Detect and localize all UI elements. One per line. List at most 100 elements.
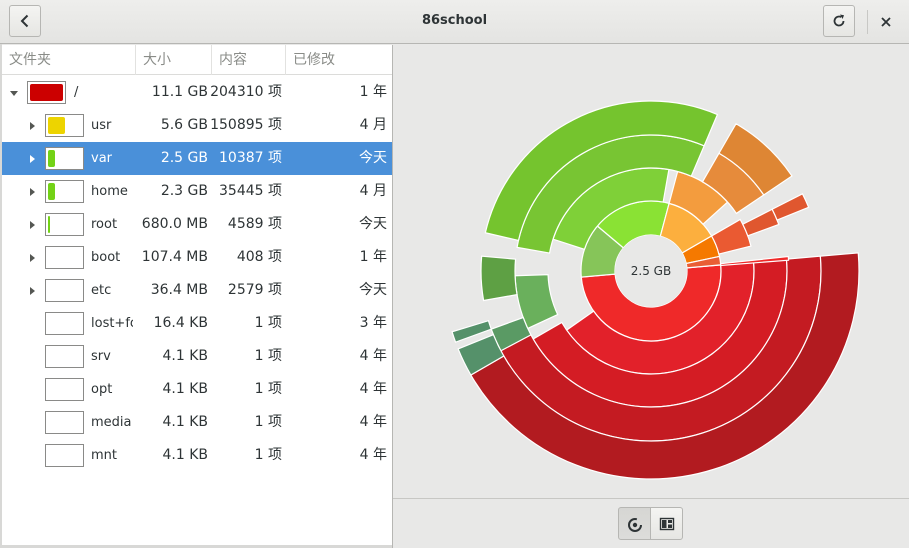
usage-bar <box>45 147 84 170</box>
usage-bar <box>45 345 84 368</box>
folder-modified: 1 年 <box>359 84 387 100</box>
folder-name: usr <box>91 118 112 133</box>
folder-item-count: 4589 项 <box>227 216 282 232</box>
folder-modified: 1 年 <box>359 249 387 265</box>
folder-name: opt <box>91 382 113 397</box>
folder-modified: 4 月 <box>359 183 387 199</box>
column-header-size[interactable]: 大小 <box>136 45 212 75</box>
expand-triangle-icon[interactable] <box>26 208 38 241</box>
header-bar: 86school <box>0 0 909 44</box>
folder-row[interactable]: srv 4.1 KB 1 项 4 年 <box>2 340 392 373</box>
folder-item-count: 1 项 <box>254 414 282 430</box>
folder-item-count: 1 项 <box>254 381 282 397</box>
folder-size: 2.3 GB <box>160 183 208 199</box>
folder-row[interactable]: mnt 4.1 KB 1 项 4 年 <box>2 439 392 472</box>
expand-triangle-icon[interactable] <box>26 241 38 274</box>
window-left-edge <box>0 44 2 548</box>
folder-name: / <box>74 85 79 100</box>
folder-modified: 4 月 <box>359 117 387 133</box>
back-button[interactable] <box>9 5 41 37</box>
folder-size: 4.1 KB <box>162 348 209 364</box>
folder-item-count: 2579 项 <box>227 282 282 298</box>
folder-row[interactable]: home 2.3 GB 35445 项 4 月 <box>2 175 392 208</box>
folder-row[interactable]: opt 4.1 KB 1 项 4 年 <box>2 373 392 406</box>
chart-footer <box>393 498 909 548</box>
usage-bar <box>45 312 84 335</box>
expand-triangle-icon[interactable] <box>26 274 38 307</box>
ring4-orange-red-segment[interactable] <box>771 193 810 221</box>
folder-size: 680.0 MB <box>141 216 208 232</box>
folder-row[interactable]: root 680.0 MB 4589 项 今天 <box>2 208 392 241</box>
folder-item-count: 150895 项 <box>210 117 282 133</box>
close-icon <box>881 17 891 27</box>
usage-bar <box>45 246 84 269</box>
folder-modified: 4 年 <box>359 348 387 364</box>
folder-size: 107.4 MB <box>141 249 208 265</box>
window-bottom-edge <box>0 545 392 548</box>
ring5-green-segment[interactable] <box>457 333 505 376</box>
chart-pane: 2.5 GB <box>393 45 909 500</box>
folder-name: boot <box>91 250 121 265</box>
folder-row[interactable]: boot 107.4 MB 408 项 1 年 <box>2 241 392 274</box>
back-arrow-icon <box>20 14 29 28</box>
folder-item-count: 1 项 <box>254 348 282 364</box>
folder-name: var <box>91 151 113 166</box>
usage-bar <box>45 411 84 434</box>
folder-size: 4.1 KB <box>162 447 209 463</box>
refresh-button[interactable] <box>823 5 855 37</box>
ring3-green-segment[interactable] <box>514 273 559 330</box>
folder-row[interactable]: var 2.5 GB 10387 项 今天 <box>2 142 392 175</box>
ring-sliver-segment[interactable] <box>719 255 790 267</box>
folder-name: srv <box>91 349 111 364</box>
usage-bar <box>27 81 66 104</box>
expand-triangle-icon[interactable] <box>26 142 38 175</box>
collapse-triangle-icon[interactable] <box>8 76 20 109</box>
usage-bar <box>45 279 84 302</box>
folder-modified: 今天 <box>359 282 387 298</box>
usage-bar <box>45 378 84 401</box>
folder-item-count: 408 项 <box>236 249 282 265</box>
usage-bar <box>45 114 84 137</box>
folder-name: home <box>91 184 128 199</box>
expand-triangle-icon[interactable] <box>26 175 38 208</box>
column-headers: 文件夹 大小 内容 已修改 <box>2 45 392 75</box>
folder-row[interactable]: lost+fo 16.4 KB 1 项 3 年 <box>2 307 392 340</box>
ring3-orange-red-segment[interactable] <box>741 208 780 237</box>
folder-item-count: 1 项 <box>254 447 282 463</box>
treemap-chart-icon <box>659 517 674 530</box>
ring4-green-small-segment[interactable] <box>480 255 518 302</box>
folder-row[interactable]: etc 36.4 MB 2579 项 今天 <box>2 274 392 307</box>
folder-row[interactable]: / 11.1 GB 204310 项 1 年 <box>2 76 392 109</box>
folder-item-count: 35445 项 <box>219 183 282 199</box>
chart-center[interactable] <box>615 235 687 307</box>
close-button[interactable] <box>872 10 900 34</box>
folder-size: 4.1 KB <box>162 381 209 397</box>
folder-name: etc <box>91 283 112 298</box>
column-header-items[interactable]: 内容 <box>212 45 286 75</box>
ring4-lime-segment[interactable] <box>484 100 719 242</box>
folder-modified: 4 年 <box>359 381 387 397</box>
folder-size: 5.6 GB <box>160 117 208 133</box>
refresh-icon <box>833 14 845 27</box>
folder-row[interactable]: media 4.1 KB 1 项 4 年 <box>2 406 392 439</box>
folder-size: 16.4 KB <box>153 315 208 331</box>
folder-name: mnt <box>91 448 117 463</box>
rings-chart-icon <box>627 517 642 532</box>
folder-modified: 今天 <box>359 216 387 232</box>
usage-bar <box>45 180 84 203</box>
rings-view-button[interactable] <box>618 507 651 540</box>
folder-size: 2.5 GB <box>160 150 208 166</box>
treemap-view-button[interactable] <box>650 507 683 540</box>
header-separator <box>867 10 868 34</box>
expand-triangle-icon[interactable] <box>26 109 38 142</box>
folder-row[interactable]: usr 5.6 GB 150895 项 4 月 <box>2 109 392 142</box>
column-header-modified[interactable]: 已修改 <box>293 52 335 68</box>
column-header-folder[interactable]: 文件夹 <box>2 45 136 75</box>
pane-divider[interactable] <box>392 45 393 548</box>
usage-bar <box>45 444 84 467</box>
ring4-orange-segment[interactable] <box>718 122 793 196</box>
folder-size: 11.1 GB <box>151 84 208 100</box>
ring5-green-small-segment[interactable] <box>451 319 493 343</box>
rings-chart[interactable]: 2.5 GB <box>393 45 909 500</box>
folder-name: lost+fo <box>91 316 133 331</box>
